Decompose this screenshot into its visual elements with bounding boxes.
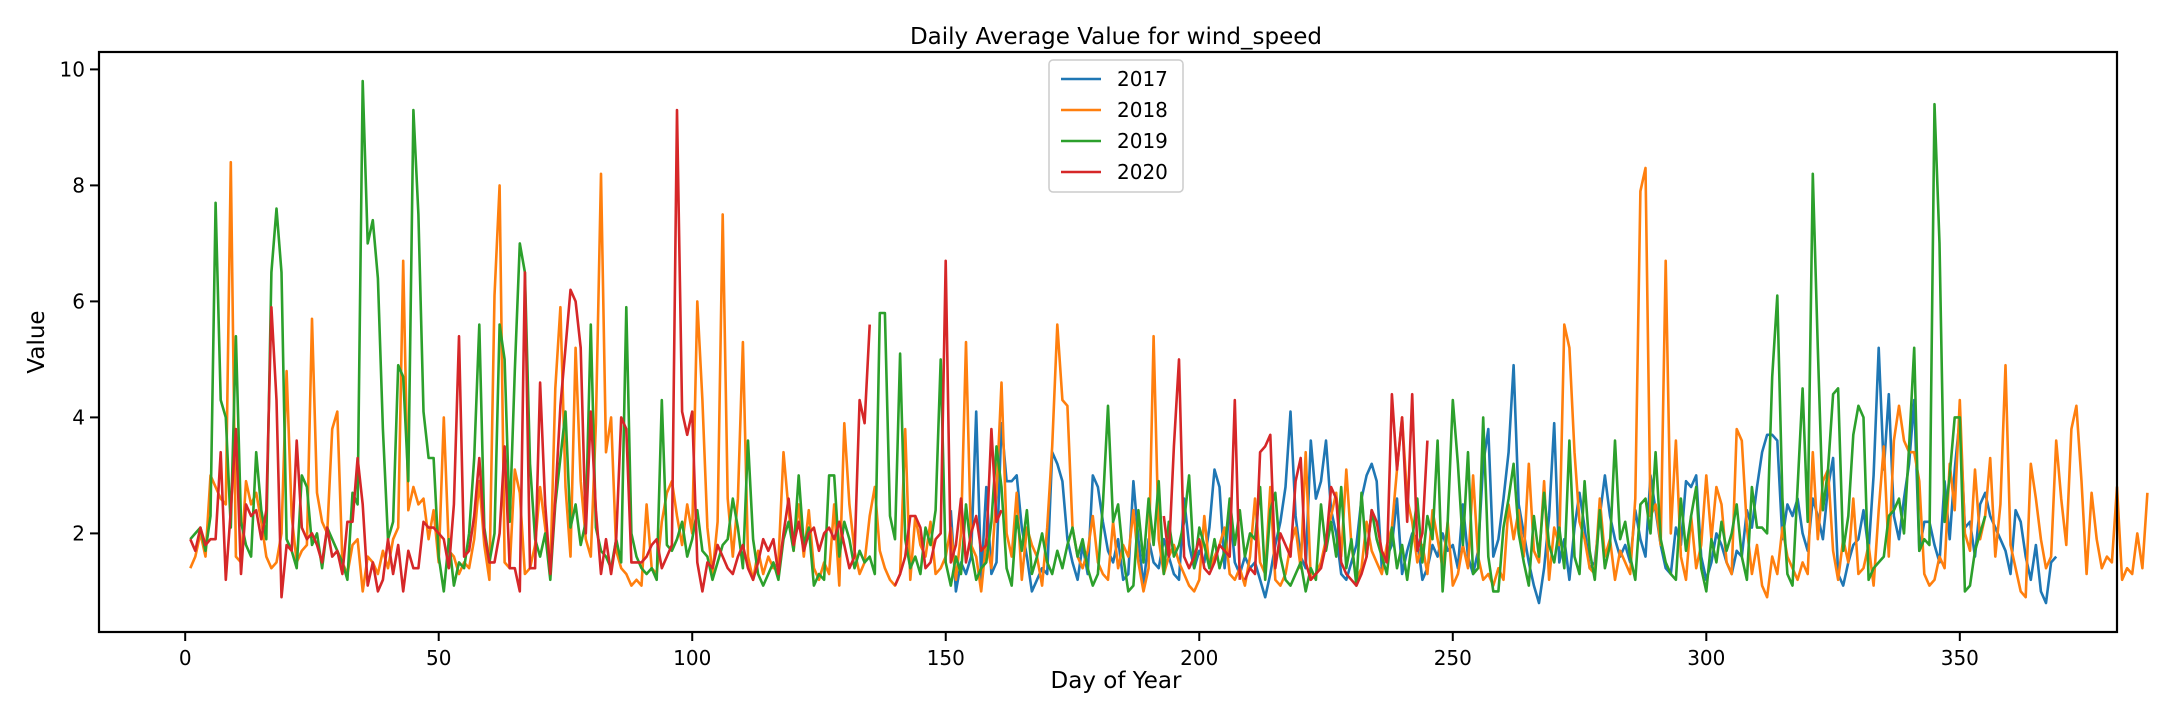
legend-label-2019: 2019 [1117, 129, 1168, 153]
series-lines [189, 79, 2149, 605]
legend-label-2020: 2020 [1117, 160, 1168, 184]
x-tick-label: 250 [1434, 646, 1472, 670]
plot-frame [97, 50, 2119, 634]
x-tick-label: 50 [426, 646, 451, 670]
y-tick-label: 2 [72, 521, 85, 545]
y-tick-label: 10 [60, 57, 85, 81]
legend-box [1048, 59, 1184, 193]
series-line-2020-segment-4 [1243, 392, 1429, 587]
y-axis-label: Value [24, 310, 50, 373]
series-line-2020-segment-2 [893, 259, 1003, 587]
series-line-2020-segment-3 [1162, 358, 1242, 580]
y-tick-label: 4 [72, 405, 85, 429]
legend-label-2017: 2017 [1117, 67, 1168, 91]
x-tick-label: 200 [1180, 646, 1218, 670]
legend-label-2018: 2018 [1117, 98, 1168, 122]
x-tick-label: 300 [1687, 646, 1725, 670]
legend: 2017 2018 2019 2020 [1048, 59, 1184, 193]
series-line-2017 [949, 346, 2058, 605]
x-tick-label: 350 [1941, 646, 1979, 670]
chart-title: Daily Average Value for wind_speed [910, 24, 1322, 50]
x-axis-label: Day of Year [1051, 668, 1182, 694]
y-tick-label: 8 [72, 173, 85, 197]
x-tick-label: 0 [179, 646, 192, 670]
x-tick-label: 100 [673, 646, 711, 670]
x-axis: 0 50 100 150 200 250 300 350 [179, 632, 1979, 670]
series-line-2020-segment-1 [189, 108, 871, 599]
y-tick-label: 6 [72, 289, 85, 313]
y-axis: 2 4 6 8 10 [60, 57, 99, 545]
x-tick-label: 150 [927, 646, 965, 670]
